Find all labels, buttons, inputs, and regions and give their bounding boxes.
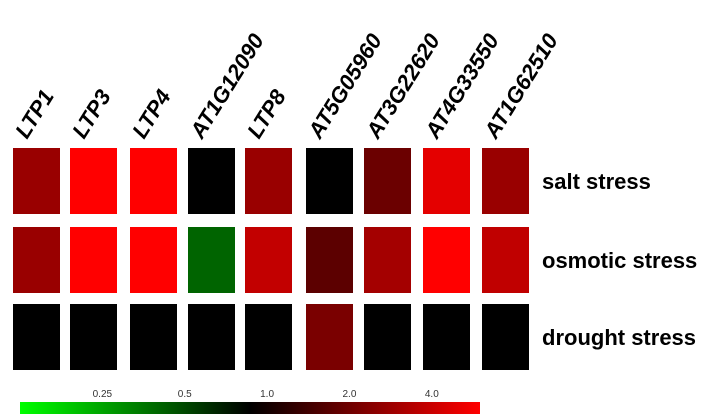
row-labels: salt stress osmotic stress drought stress (542, 169, 697, 350)
heatmap-cell (364, 304, 411, 370)
heatmap-cell (245, 227, 292, 293)
heatmap-cell (70, 148, 117, 214)
heatmap-cell (13, 227, 60, 293)
row-label: osmotic stress (542, 248, 697, 273)
heatmap-cell (188, 304, 235, 370)
heatmap-cell (306, 304, 353, 370)
colorbar-tick-label: 0.5 (178, 389, 192, 400)
heatmap-cell (188, 148, 235, 214)
heatmap-cell (482, 227, 529, 293)
heatmap-cell (13, 148, 60, 214)
colorbar-gradient (20, 402, 480, 416)
column-label: LTP1 (10, 85, 59, 142)
heatmap-cell (306, 148, 353, 214)
heatmap-cell (364, 227, 411, 293)
heatmap-cell (306, 227, 353, 293)
heatmap-cell (423, 227, 470, 293)
colorbar-tick-label: 1.0 (260, 389, 274, 400)
column-label: LTP8 (242, 85, 291, 143)
row-label: drought stress (542, 325, 696, 350)
colorbar-tick-label: 2.0 (343, 389, 357, 400)
heatmap-cell (482, 304, 529, 370)
heatmap-cell (13, 304, 60, 370)
row-label: salt stress (542, 169, 651, 194)
heatmap-cell (423, 304, 470, 370)
heatmap-cells (13, 148, 529, 370)
heatmap-cell (423, 148, 470, 214)
heatmap-cell (364, 148, 411, 214)
colorbar-tick-label: 4.0 (425, 389, 439, 400)
heatmap-cell (188, 227, 235, 293)
column-label: LTP4 (127, 85, 176, 142)
colorbar: 0.25 0.5 1.0 2.0 4.0 (20, 389, 480, 416)
heatmap-cell (130, 304, 177, 370)
heatmap-cell (482, 148, 529, 214)
heatmap-cell (245, 148, 292, 214)
colorbar-tick-label: 0.25 (93, 389, 113, 400)
heatmap-cell (70, 304, 117, 370)
column-label: LTP3 (67, 85, 116, 142)
heatmap-cell (130, 148, 177, 214)
heatmap-cell (70, 227, 117, 293)
heatmap-cell (130, 227, 177, 293)
heatmap-cell (245, 304, 292, 370)
